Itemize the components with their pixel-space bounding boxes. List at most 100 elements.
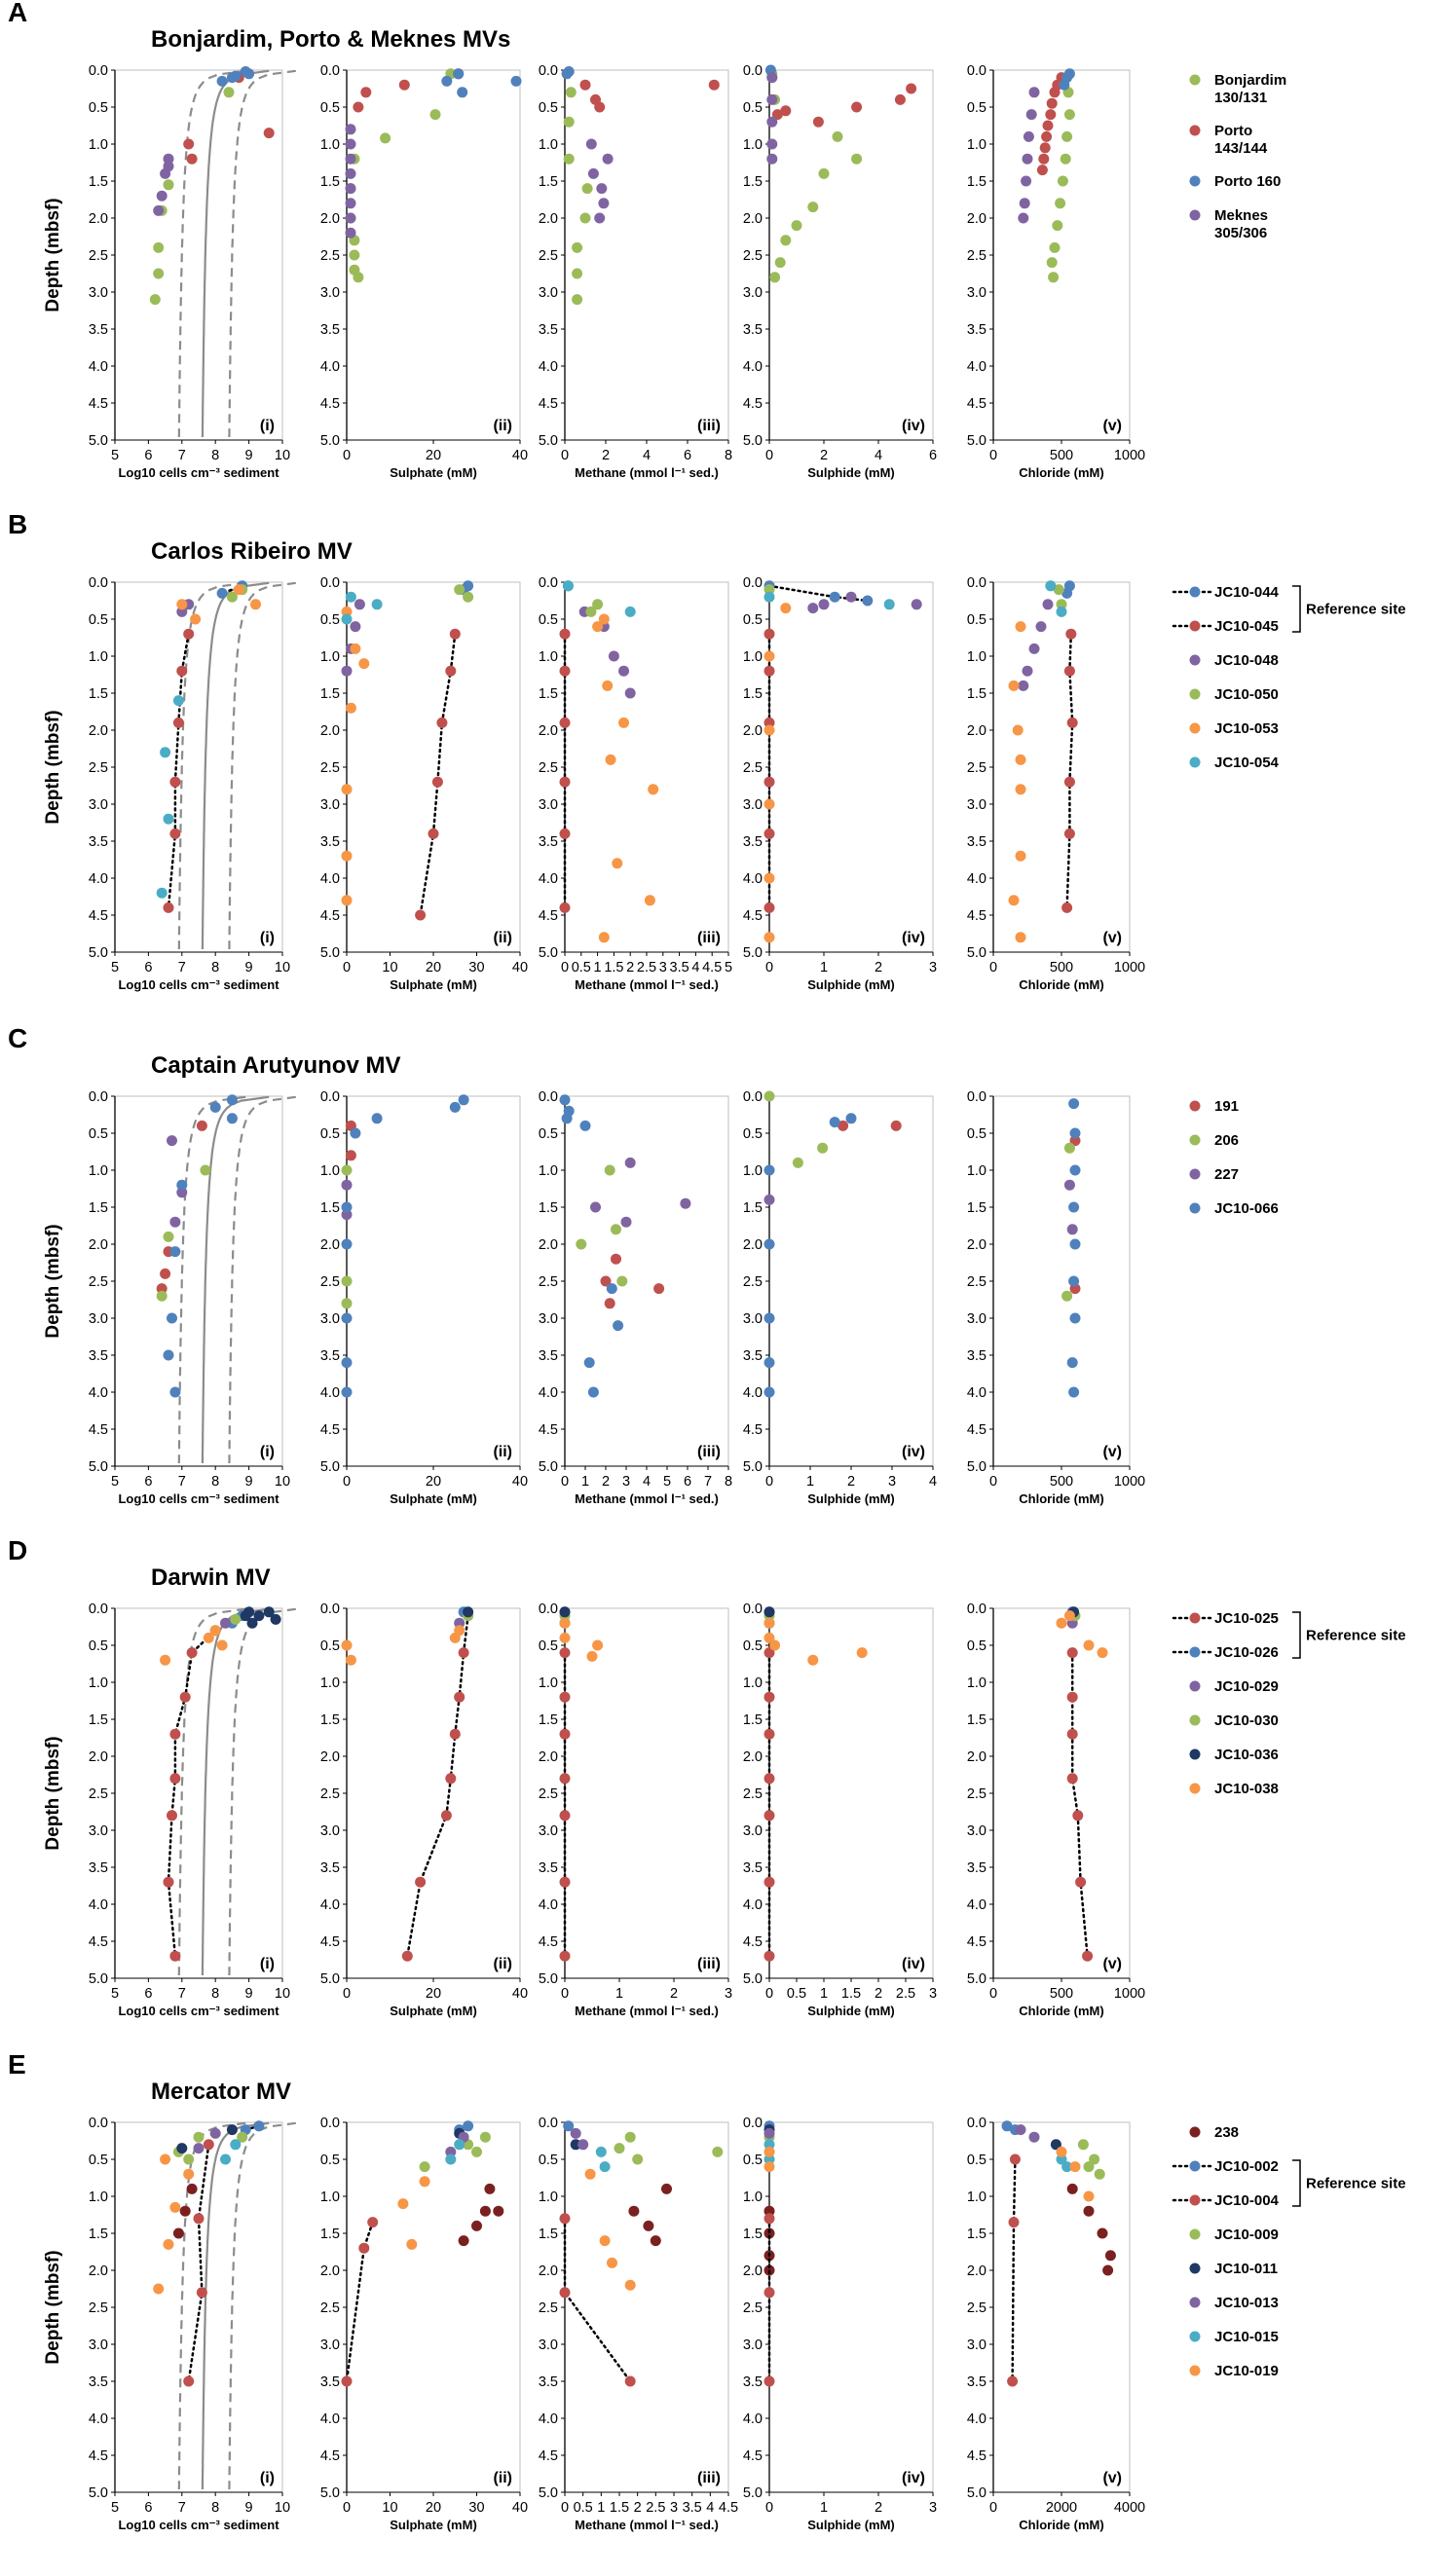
data-point [594,212,606,224]
data-point [230,1613,242,1625]
data-point [1068,1098,1080,1110]
x-axis-label: Sulphate (mM) [390,1491,477,1506]
legend-label: 238 [1214,2124,1239,2141]
data-point [345,183,356,195]
plot-frame [114,581,283,953]
y-tick-label: 2.5 [967,1786,987,1802]
subplot-label: (ii) [493,2470,512,2486]
data-point [1083,1639,1095,1651]
data-point [169,1386,181,1398]
data-point [341,895,353,906]
y-axis-label: Depth (mbsf) [43,2250,63,2364]
x-tick-label: 10 [275,960,290,975]
x-tick-label: 0 [561,2500,569,2516]
data-point [183,2153,195,2165]
data-point [780,235,792,246]
data-point [559,1632,571,1643]
y-tick-label: 0.5 [967,1126,987,1142]
data-point [581,183,593,195]
y-tick-label: 4.0 [320,359,340,375]
y-tick-label: 4.0 [743,1897,763,1913]
data-point [563,153,575,165]
y-tick-label: 2.0 [743,723,763,739]
data-point [763,1194,775,1205]
y-tick-label: 2.5 [539,1274,558,1290]
x-tick-label: 2 [875,1986,882,2002]
data-point [579,79,591,91]
data-point [604,1298,615,1309]
y-tick-label: 5.0 [743,945,763,961]
x-tick-label: 1 [615,1986,623,2002]
subplot-cells: 0.0 0.5 1.0 1.5 2.0 2.5 3.0 3.5 4.0 4.5 5.05 6 7 8 9 10… [89,63,296,480]
data-point [345,1654,356,1666]
data-point [1048,272,1060,283]
data-point [1066,1224,1078,1235]
data-point [585,138,597,150]
data-point [169,1773,181,1785]
data-point [397,2198,409,2210]
data-point [763,1691,775,1703]
x-tick-label: 5 [111,448,119,463]
data-point [1023,130,1034,142]
legend-label: JC10-036 [1214,1747,1279,1763]
data-point [780,105,792,117]
data-point [160,1654,171,1666]
data-point [559,1810,571,1822]
data-point [179,1691,191,1703]
y-tick-label: 4.5 [320,908,340,924]
data-point [608,650,619,662]
y-tick-label: 2.5 [967,248,987,264]
y-tick-label: 0.0 [320,63,340,79]
x-tick-label: 1 [594,960,602,975]
x-tick-label: 0 [765,1986,773,2002]
data-point [1068,1386,1080,1398]
x-tick-label: 3 [929,960,937,975]
series-line-JC10-025 [406,1614,469,1958]
y-tick-label: 4.5 [539,1934,558,1950]
data-point [585,606,597,617]
x-tick-label: 500 [1050,448,1073,463]
x-axis-label: Sulphate (mM) [390,2004,477,2018]
data-point [160,2153,171,2165]
y-tick-label: 2.5 [89,1274,108,1290]
series-line-JC10-004 [1011,2157,1017,2383]
legend-label: JC10-019 [1214,2363,1279,2379]
y-tick-label: 1.0 [539,649,558,665]
data-point [341,1209,353,1221]
legend-label-line: JC10-019 [1214,2363,1279,2379]
y-tick-label: 3.0 [320,285,340,301]
data-point [176,606,188,617]
x-tick-label: 2 [670,1986,678,2002]
data-point [1028,2131,1040,2143]
plot-frame [992,69,1131,441]
y-tick-label: 3.5 [967,322,987,338]
y-tick-label: 4.5 [967,396,987,412]
x-tick-label: 20 [426,2500,441,2516]
y-tick-label: 5.0 [539,945,558,961]
y-tick-label: 3.5 [743,2374,763,2390]
x-tick-label: 2 [626,960,634,975]
data-point [1056,1617,1067,1629]
y-tick-label: 5.0 [320,433,340,449]
legend-marker [1189,1783,1201,1794]
y-tick-label: 4.0 [743,871,763,887]
x-tick-label: 1 [581,1474,589,1490]
x-tick-label: 9 [245,1474,253,1490]
data-point [149,294,161,306]
x-axis-label: Sulphide (mM) [807,1491,895,1506]
y-tick-label: 1.5 [539,686,558,702]
y-tick-label: 1.5 [320,174,340,190]
y-tick-label: 3.0 [743,2337,763,2353]
data-point [559,1647,571,1659]
plot-frame [346,69,521,441]
y-tick-label: 2.5 [743,2300,763,2316]
legend-label: Meknes 305/306 [1214,207,1268,241]
y-tick-label: 3.0 [89,1823,108,1839]
data-point [345,212,356,224]
y-tick-label: 2.0 [967,1749,987,1765]
y-tick-label: 3.0 [89,285,108,301]
y-tick-label: 5.0 [967,2485,987,2501]
data-point [176,1179,188,1191]
data-point [353,101,364,113]
x-tick-label: 5 [725,960,732,975]
